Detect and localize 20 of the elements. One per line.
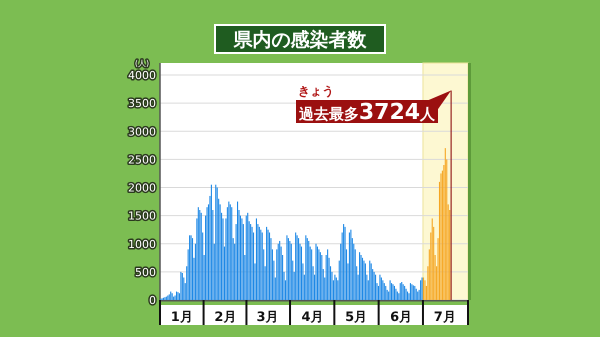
y-tick-label: 4000 bbox=[128, 69, 156, 82]
x-tick-label: 2月 bbox=[214, 310, 236, 325]
annotation: 過去最多3724人 bbox=[298, 100, 436, 125]
x-tick-label: 5月 bbox=[345, 310, 368, 325]
y-tick-label: 2500 bbox=[128, 153, 156, 166]
y-tick-label: 3000 bbox=[128, 125, 156, 138]
chart-title: 県内の感染者数 bbox=[232, 29, 368, 51]
y-tick-label: 1000 bbox=[128, 238, 156, 251]
x-tick-label: 4月 bbox=[302, 310, 324, 325]
x-tick-label: 1月 bbox=[170, 310, 193, 325]
y-tick-label: 3500 bbox=[128, 97, 156, 110]
y-tick-label: 1500 bbox=[128, 210, 156, 223]
x-tick-label: 3月 bbox=[256, 310, 279, 325]
y-tick-label: 500 bbox=[135, 266, 156, 279]
y-tick-label: 2000 bbox=[128, 182, 156, 194]
y-tick-label: 0 bbox=[149, 294, 156, 307]
annotation: きょう bbox=[298, 84, 334, 98]
y-axis-title: (人) bbox=[134, 59, 150, 68]
x-tick-label: 7月 bbox=[434, 310, 456, 325]
x-tick-label: 6月 bbox=[390, 310, 412, 325]
